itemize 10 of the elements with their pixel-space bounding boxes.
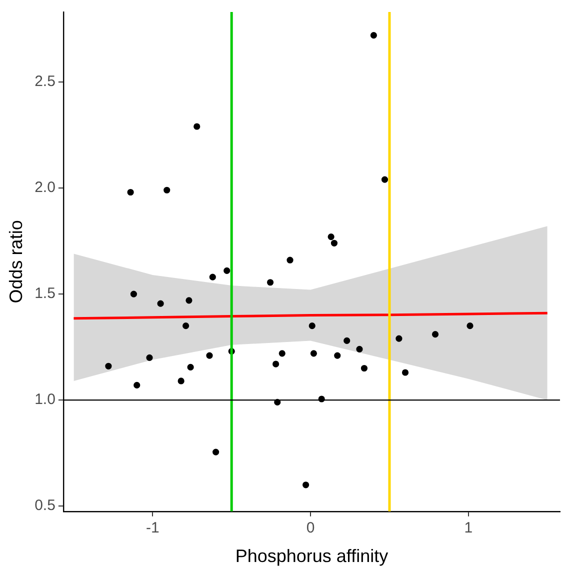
x-axis-title: Phosphorus affinity	[235, 546, 388, 566]
y-axis-title: Odds ratio	[6, 220, 26, 304]
y-tick-label: 0.5	[34, 497, 56, 514]
x-tick-label: 1	[464, 520, 473, 537]
y-tick-label: 1.5	[34, 285, 56, 302]
x-tick-label: -1	[146, 520, 160, 537]
y-tick-label: 1.0	[34, 391, 56, 408]
y-tick-label: 2.0	[34, 179, 56, 196]
y-tick-label: 2.5	[34, 73, 56, 90]
x-tick-label: 0	[306, 520, 315, 537]
